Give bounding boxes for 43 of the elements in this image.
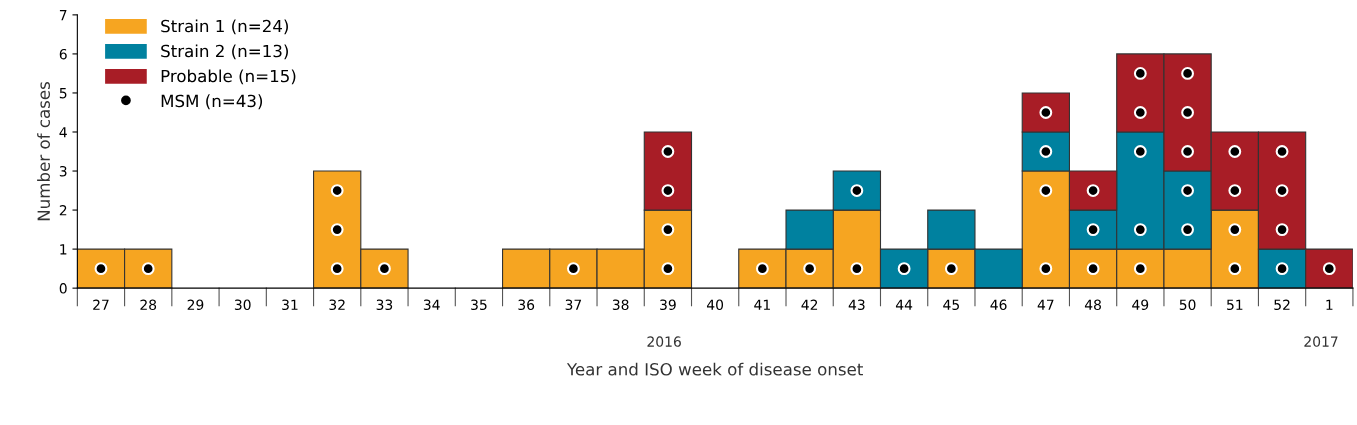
legend-label: Strain 1 (n=24) (161, 19, 288, 35)
x-tick-label: 49 (1132, 299, 1149, 311)
y-tick-label: 1 (60, 244, 67, 255)
x-tick-label: 32 (329, 299, 345, 311)
x-tick-label: 27 (93, 299, 109, 310)
x-axis-title: Year and ISO week of disease onset (566, 362, 863, 376)
x-tick-label: 38 (612, 299, 629, 311)
y-tick-label: 4 (59, 127, 67, 138)
x-tick-label: 47 (1037, 299, 1054, 310)
x-tick-label: 36 (518, 299, 535, 311)
y-tick-label: 3 (59, 166, 67, 177)
x-tick-label: 44 (895, 299, 913, 310)
x-tick-label: 40 (706, 299, 724, 311)
y-tick-label: 0 (59, 283, 67, 294)
x-tick-label: 52 (1274, 299, 1290, 311)
y-axis-title: Number of cases (37, 82, 51, 221)
legend-label: Probable (n=15) (161, 69, 296, 85)
x-tick-label: 48 (1084, 299, 1101, 311)
x-tick-label: 1 (1326, 299, 1333, 310)
x-tick-label: 33 (376, 299, 393, 311)
x-tick-label: 28 (140, 299, 157, 311)
x-tick-label: 46 (990, 299, 1007, 311)
x-tick-label: 50 (1179, 299, 1196, 311)
x-tick-label: 42 (801, 299, 818, 310)
x-tick-label: 31 (282, 299, 298, 311)
text: 2016 (647, 336, 681, 347)
x-tick-label: 43 (848, 299, 865, 311)
x-tick-label: 39 (660, 299, 676, 311)
x-tick-label: 29 (187, 299, 204, 311)
y-tick-label: 2 (59, 205, 67, 216)
legend-label: MSM (n=43) (161, 94, 263, 110)
x-tick-label: 51 (1227, 299, 1243, 311)
x-tick-label: 45 (943, 299, 959, 311)
x-tick-label: 37 (565, 299, 582, 311)
x-tick-label: 30 (234, 299, 251, 311)
x-tick-label: 41 (754, 299, 770, 310)
text: 2017 (1304, 336, 1338, 347)
y-tick-label: 6 (59, 48, 67, 60)
y-tick-label: 5 (59, 88, 67, 99)
legend-label: Strain 2 (n=13) (161, 44, 288, 60)
y-tick-label: 7 (59, 10, 67, 21)
x-tick-label: 34 (423, 299, 440, 311)
x-tick-label: 35 (471, 299, 487, 311)
